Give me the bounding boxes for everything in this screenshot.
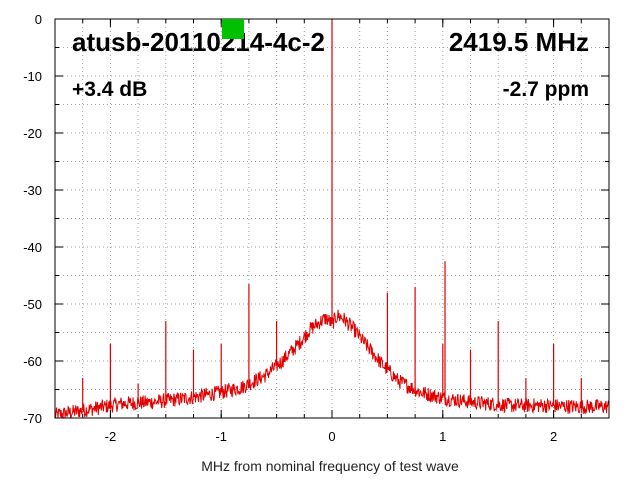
y-tick-label: -20 xyxy=(23,126,42,141)
ppm-offset-label: -2.7 ppm xyxy=(503,78,589,101)
status-marker xyxy=(222,19,244,39)
y-tick-label: -30 xyxy=(23,183,42,198)
y-tick-label: -40 xyxy=(23,240,42,255)
tick-labels: -2 -1 0 1 20-10-20-30-40-50-60-70 xyxy=(23,12,557,444)
y-tick-label: -60 xyxy=(23,354,42,369)
plot-frame xyxy=(54,18,610,419)
x-tick-label: 0 xyxy=(328,429,335,444)
x-tick-label: 2 xyxy=(550,429,557,444)
y-tick-label: -50 xyxy=(23,297,42,312)
x-tick-label: 1 xyxy=(439,429,446,444)
axis-ticks xyxy=(55,19,609,418)
x-axis-label: MHz from nominal frequency of test wave xyxy=(201,458,459,474)
x-tick-label: -2 xyxy=(105,429,117,444)
device-name-label: atusb-20110214-4c-2 xyxy=(72,27,325,57)
x-tick-label: -1 xyxy=(215,429,227,444)
spectrum-trace xyxy=(54,19,610,419)
y-tick-label: -70 xyxy=(23,411,42,426)
y-tick-label: 0 xyxy=(35,12,42,27)
gain-label: +3.4 dB xyxy=(72,78,147,101)
frequency-label: 2419.5 MHz xyxy=(449,27,589,57)
y-tick-label: -10 xyxy=(23,69,42,84)
